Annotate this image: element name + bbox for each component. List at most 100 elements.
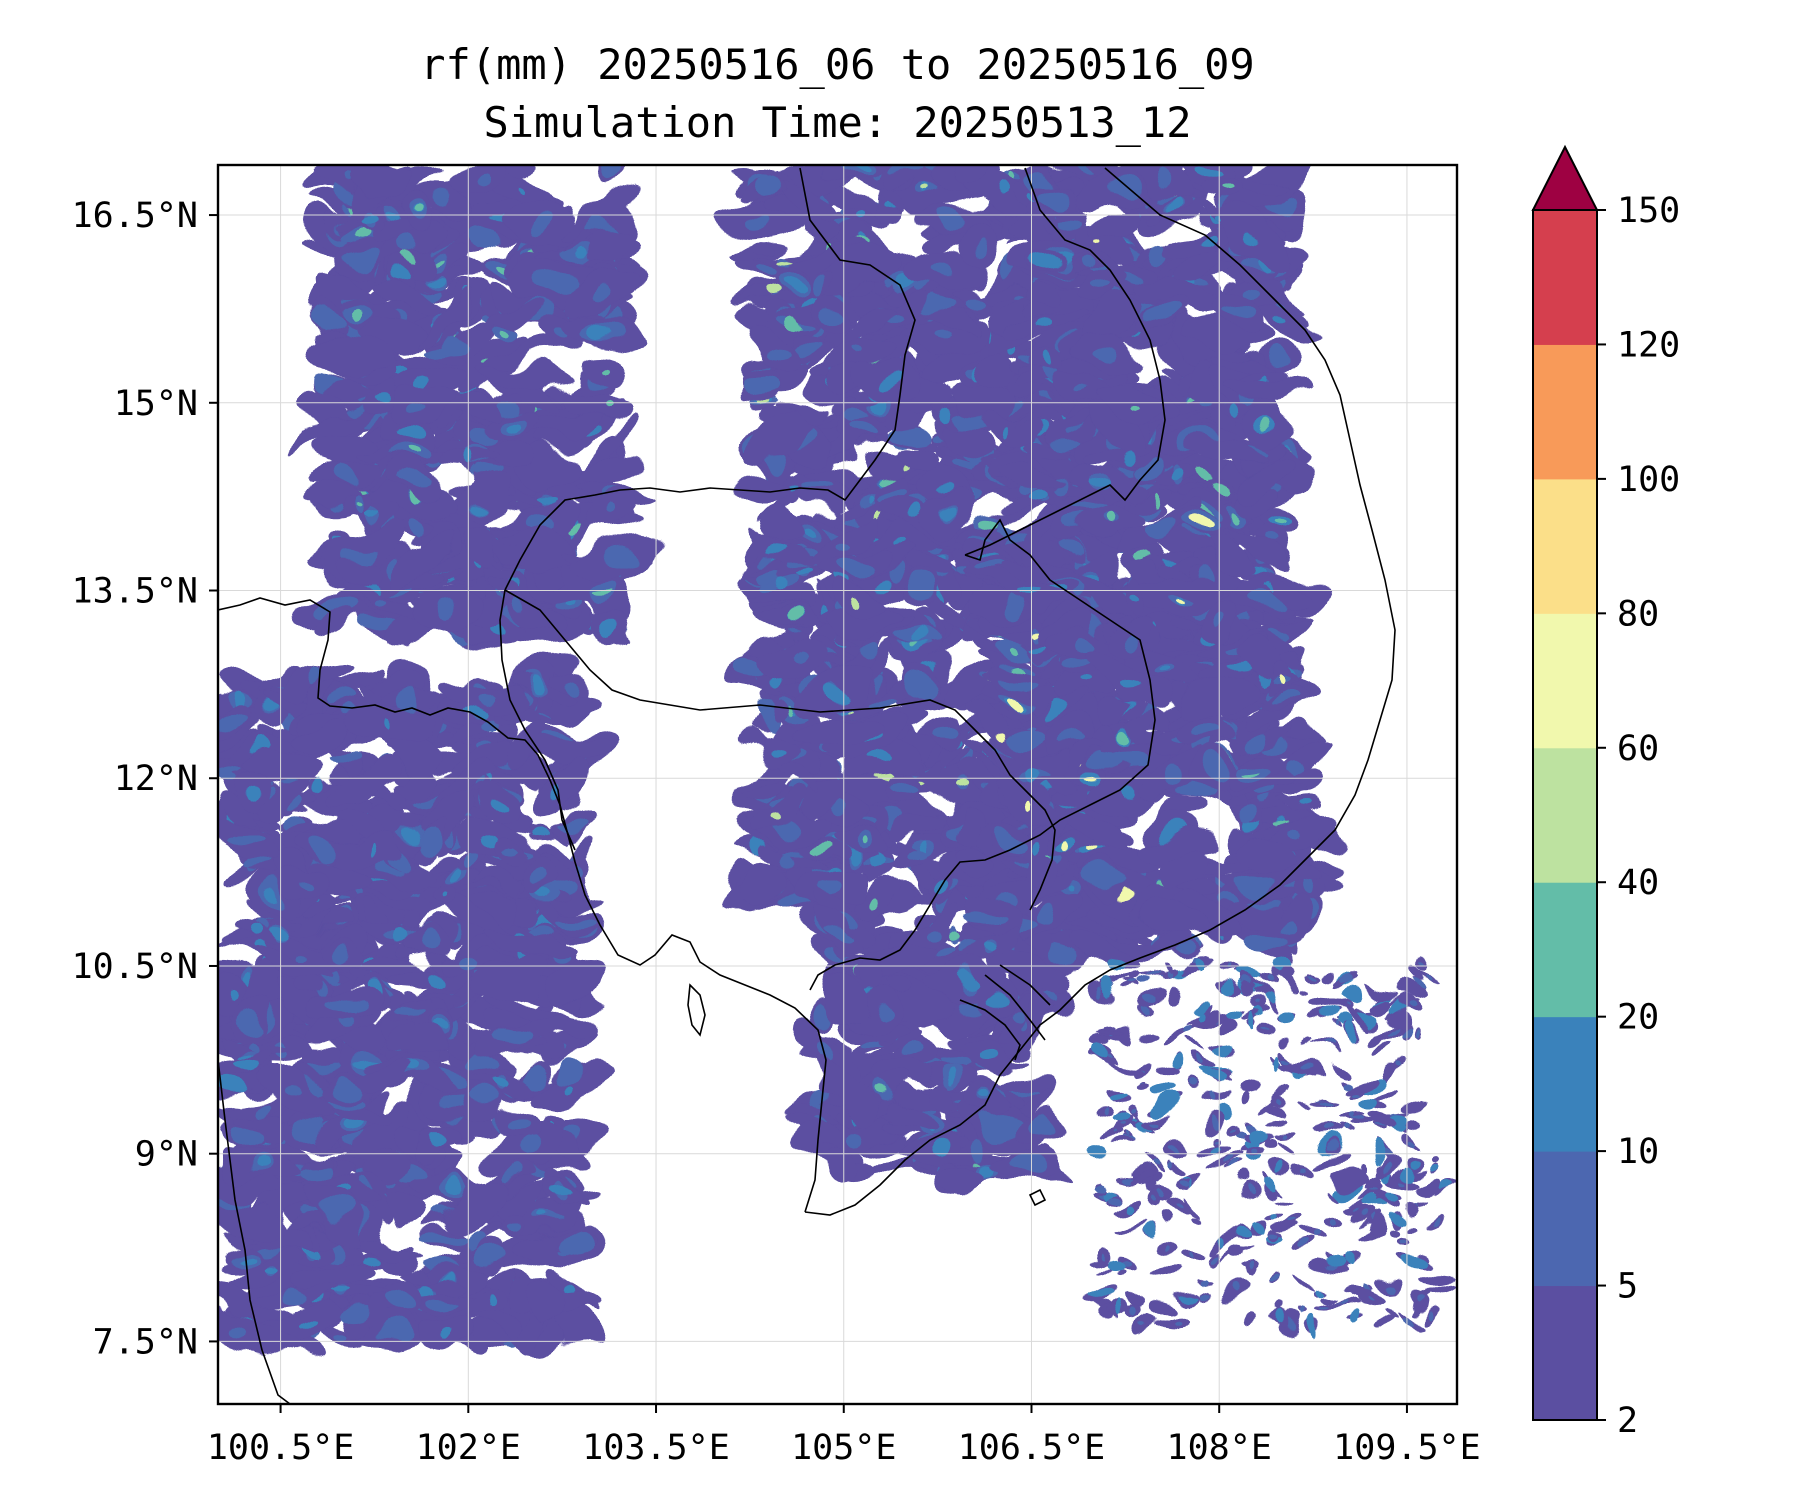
- rain-cell: [353, 1229, 428, 1261]
- rain-cell: [1417, 1035, 1424, 1042]
- rain-cell: [776, 677, 787, 694]
- rain-cell: [1167, 1159, 1174, 1167]
- rain-cell: [333, 1106, 390, 1126]
- rain-cell: [910, 510, 924, 528]
- rain-cell: [1276, 919, 1292, 932]
- rain-cell: [1348, 1023, 1359, 1036]
- rain-cell: [313, 1202, 352, 1223]
- rain-cell: [504, 1172, 516, 1182]
- rain-cell: [296, 1259, 379, 1291]
- rain-cell: [871, 579, 888, 590]
- rain-cell: [1336, 1074, 1348, 1082]
- rain-cell: [862, 951, 890, 990]
- rain-cell: [1111, 1144, 1134, 1151]
- rain-cell: [318, 315, 344, 331]
- rain-cell: [905, 580, 937, 604]
- rain-cell: [940, 1164, 984, 1190]
- y-tick-label-6: 16.5°N: [72, 196, 198, 236]
- rain-cell: [787, 316, 802, 331]
- rain-cell: [1204, 1257, 1214, 1263]
- rain-cell: [1003, 591, 1022, 614]
- rain-cell: [1302, 1103, 1315, 1110]
- rain-cell: [1372, 1038, 1394, 1050]
- rain-cell: [1025, 637, 1048, 644]
- rain-cell: [560, 1058, 584, 1083]
- rain-cell: [1341, 1071, 1369, 1089]
- rain-cell: [911, 629, 924, 645]
- rain-cell: [424, 1130, 449, 1147]
- rain-cell: [1237, 1078, 1262, 1091]
- rain-cell: [889, 816, 941, 842]
- rain-cell: [485, 835, 502, 851]
- rain-cell: [1155, 664, 1172, 673]
- rain-cell: [1151, 1260, 1178, 1273]
- rain-cell: [906, 669, 940, 692]
- rain-cell: [932, 728, 963, 744]
- rain-cell: [1386, 1192, 1401, 1204]
- rain-cell: [1044, 187, 1068, 210]
- rain-cell: [1203, 1144, 1213, 1152]
- x-tick-label-3: 105°E: [791, 1428, 896, 1468]
- rain-cell: [1064, 544, 1086, 556]
- rain-cell: [1020, 485, 1044, 501]
- rain-cell: [392, 422, 415, 439]
- rain-cell: [1132, 1110, 1138, 1116]
- rain-cell: [377, 1295, 415, 1315]
- rain-cell: [234, 1054, 257, 1067]
- rain-cell: [490, 1075, 513, 1086]
- rain-cell: [337, 696, 358, 707]
- rain-cell: [1249, 768, 1266, 773]
- rain-cell: [339, 1075, 353, 1099]
- rain-cell: [1145, 1164, 1157, 1171]
- rain-cell: [1247, 1151, 1254, 1158]
- y-tick-label-1: 9°N: [135, 1135, 198, 1175]
- coastline-malay-peninsula: [218, 1059, 291, 1404]
- island-phu-quoc: [687, 983, 706, 1037]
- rain-cell: [877, 186, 904, 210]
- rain-cell: [1128, 1136, 1133, 1144]
- rain-cell: [559, 918, 591, 929]
- rain-cell: [1242, 1089, 1252, 1102]
- rain-cell: [605, 366, 616, 374]
- rain-cell: [294, 976, 323, 1002]
- rain-cell: [1114, 1019, 1134, 1034]
- rain-cell: [1097, 1177, 1110, 1185]
- rain-cell: [1253, 231, 1262, 246]
- rain-cell: [366, 840, 373, 856]
- rain-cell: [948, 376, 1012, 416]
- rain-cell: [784, 847, 797, 868]
- colorbar-tick-label-7: 100: [1617, 460, 1680, 500]
- rain-cell: [1428, 1161, 1438, 1170]
- colorbar-band-3: [1533, 882, 1597, 1018]
- rain-cell: [475, 1250, 514, 1263]
- rain-cell: [360, 617, 398, 632]
- rain-cell: [1007, 641, 1015, 650]
- y-tick-label-3: 12°N: [114, 759, 198, 799]
- rain-cell: [1159, 1026, 1186, 1046]
- rain-cell: [430, 1293, 461, 1305]
- rain-cell: [1162, 202, 1171, 216]
- border-cambodia-north: [504, 589, 1056, 911]
- rain-cell: [365, 218, 410, 247]
- rain-cell: [1092, 872, 1122, 889]
- border-thailand-cambodia-west: [499, 589, 576, 851]
- rain-cell: [1144, 306, 1180, 323]
- rain-cell: [516, 710, 544, 730]
- rain-cell: [1141, 1024, 1156, 1036]
- rain-cell: [976, 1136, 990, 1160]
- rain-cell: [440, 197, 457, 212]
- rain-cell: [444, 1178, 511, 1233]
- rain-cell: [365, 1251, 389, 1261]
- rain-cell: [267, 890, 277, 901]
- rain-cell: [553, 1231, 585, 1253]
- rain-cell: [1325, 1131, 1336, 1138]
- rain-cell: [1217, 187, 1231, 194]
- rain-cell: [1127, 626, 1141, 644]
- rain-cell: [1120, 1265, 1133, 1275]
- rain-cell: [886, 1104, 934, 1132]
- rain-cell: [793, 403, 819, 427]
- rain-cell: [384, 1025, 449, 1060]
- rain-cell: [471, 226, 496, 250]
- rain-cell: [511, 184, 518, 193]
- rain-cell: [218, 716, 249, 730]
